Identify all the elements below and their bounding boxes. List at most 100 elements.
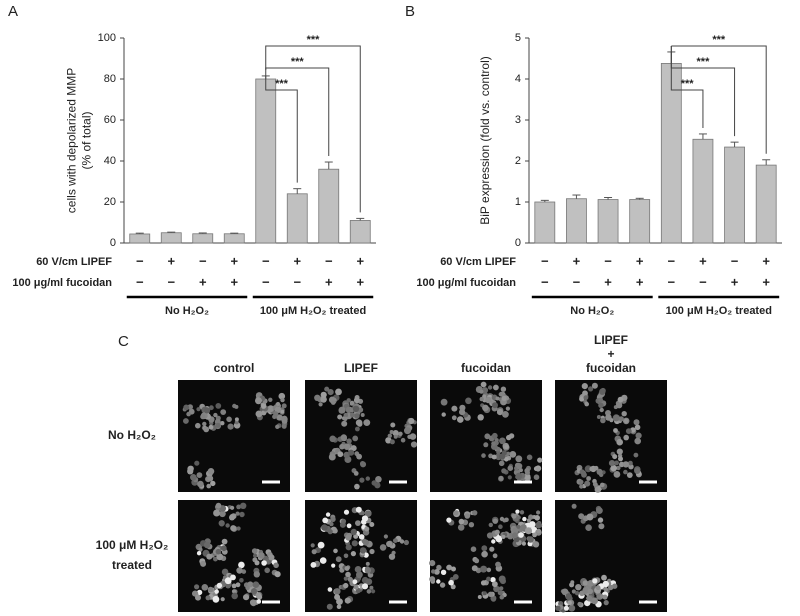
cell	[220, 597, 225, 602]
cell	[261, 560, 267, 566]
cell	[534, 515, 540, 521]
cell	[278, 392, 286, 400]
cell	[596, 468, 603, 475]
cell	[320, 396, 327, 403]
cell	[243, 594, 250, 601]
cell	[203, 426, 210, 433]
cell	[617, 396, 624, 403]
cell	[234, 417, 239, 422]
cell	[249, 599, 257, 606]
cell	[613, 414, 620, 422]
cell	[598, 397, 603, 403]
cell	[520, 524, 527, 531]
cell	[190, 474, 197, 481]
column-header: fucoidan	[461, 361, 511, 375]
cell	[634, 424, 641, 431]
cell	[343, 443, 351, 451]
cell	[486, 576, 491, 582]
cell	[451, 566, 456, 572]
cell	[236, 526, 241, 531]
cell	[584, 600, 591, 607]
cell	[522, 516, 527, 522]
cell	[213, 412, 218, 418]
cell	[500, 386, 507, 392]
cell	[335, 388, 342, 396]
cell	[409, 433, 417, 440]
cell	[451, 405, 458, 412]
cell	[464, 513, 471, 519]
cell	[207, 586, 214, 593]
cell	[200, 560, 207, 567]
cell	[526, 454, 533, 461]
cell	[440, 569, 447, 575]
bar	[160, 232, 182, 244]
cell	[457, 524, 465, 531]
cell	[194, 460, 200, 466]
cell	[350, 551, 356, 557]
condition-sign: +	[325, 274, 333, 289]
cell	[347, 576, 353, 582]
cell	[387, 433, 392, 438]
cell	[334, 588, 341, 595]
cell	[256, 594, 263, 600]
cell	[585, 524, 592, 531]
cell	[504, 517, 509, 523]
cell	[345, 571, 351, 578]
bar	[223, 233, 245, 244]
cell	[331, 400, 336, 405]
cell	[634, 467, 641, 474]
cell	[197, 480, 204, 488]
cell	[612, 454, 618, 460]
cell	[336, 604, 342, 609]
micrograph	[430, 380, 543, 492]
bar	[755, 164, 777, 244]
cell	[457, 416, 464, 423]
cell	[206, 553, 213, 560]
row-header: No H₂O₂	[108, 428, 156, 442]
cell	[267, 405, 275, 413]
cell	[327, 389, 334, 396]
cell	[596, 415, 601, 419]
cell	[247, 581, 254, 588]
condition-sign: +	[293, 253, 301, 268]
cell	[281, 415, 288, 423]
cell	[204, 407, 211, 414]
cell	[577, 601, 582, 607]
cell	[386, 540, 393, 548]
condition-sign: −	[731, 253, 739, 268]
significance-bracket	[670, 45, 736, 137]
column-header: LIPEF	[594, 333, 628, 347]
cell	[599, 388, 606, 395]
bar	[192, 233, 214, 244]
cell	[595, 585, 601, 591]
cell	[215, 502, 222, 509]
cell	[240, 502, 247, 509]
cell	[227, 423, 234, 430]
cell	[196, 472, 203, 478]
cell	[491, 441, 496, 446]
cell	[465, 397, 472, 405]
cell	[256, 599, 262, 604]
cell	[608, 584, 614, 591]
cell	[623, 469, 628, 475]
cell	[390, 422, 396, 428]
cell	[614, 460, 619, 466]
cell	[495, 396, 500, 401]
cell	[568, 604, 576, 612]
cell	[563, 605, 569, 611]
cell	[206, 483, 211, 489]
cell	[225, 523, 230, 528]
condition-sign: −	[325, 253, 333, 268]
error-bar	[635, 197, 644, 200]
cell	[537, 457, 543, 463]
cell	[338, 406, 346, 414]
cell	[518, 468, 524, 473]
cell	[586, 595, 593, 602]
cell	[361, 515, 369, 522]
cell	[472, 510, 478, 516]
cell	[375, 476, 382, 483]
row-header: 100 μM H₂O₂	[96, 538, 169, 552]
cell	[212, 595, 220, 603]
cell	[393, 434, 398, 439]
cell	[230, 505, 235, 510]
